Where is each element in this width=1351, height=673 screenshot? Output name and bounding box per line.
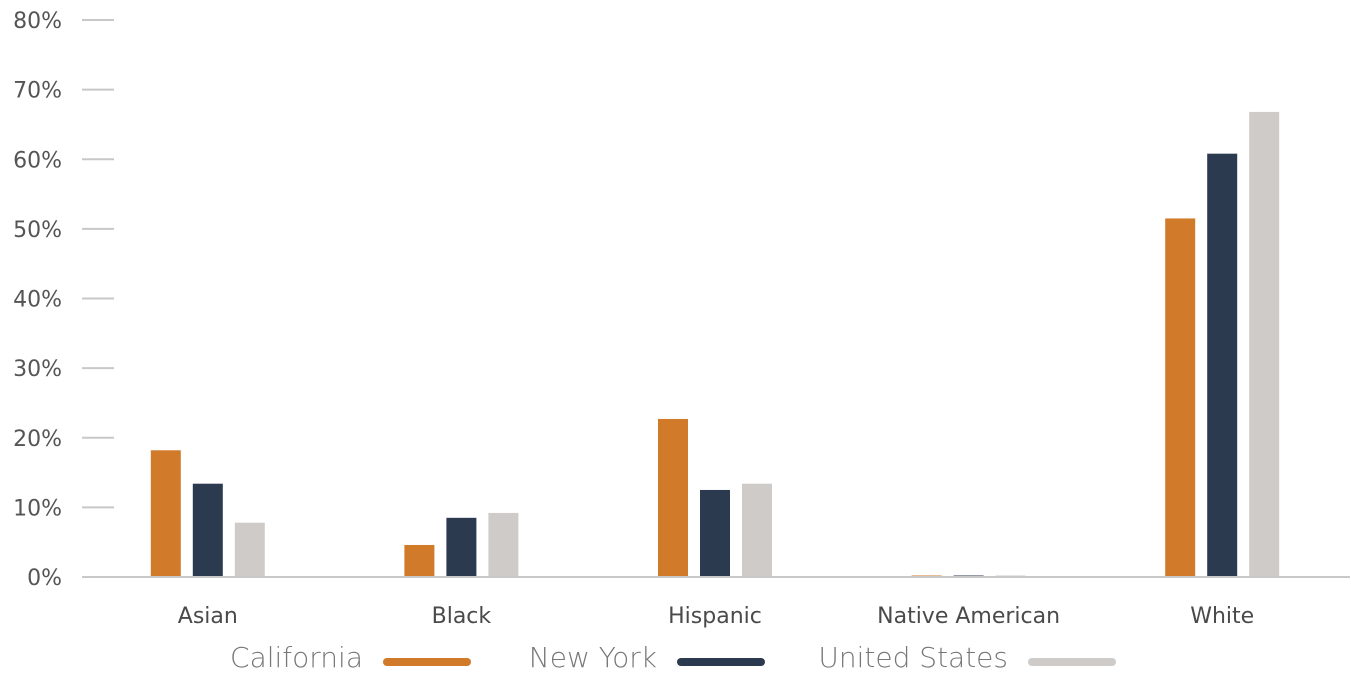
y-tick-label: 80% xyxy=(13,9,62,34)
bar-new-york-black xyxy=(446,517,477,577)
y-tick-label: 20% xyxy=(13,427,62,452)
bar-united-states-asian xyxy=(234,522,265,577)
bar-united-states-hispanic xyxy=(742,483,772,577)
bar-california-asian xyxy=(150,450,181,577)
legend-swatch xyxy=(677,658,765,666)
legend: California New York United States xyxy=(230,641,1116,673)
bar-united-states-black xyxy=(488,512,519,577)
y-tick-label: 70% xyxy=(13,79,62,104)
legend-swatch xyxy=(383,658,471,666)
bar-new-york-asian xyxy=(192,483,223,577)
y-tick-label: 30% xyxy=(13,357,62,382)
bar-california-hispanic xyxy=(658,418,688,577)
x-tick-label: Black xyxy=(432,604,492,629)
y-axis: 0% 10% 20% 30% 40% 50% 60% 70% 80% xyxy=(13,9,114,591)
x-tick-label: Hispanic xyxy=(668,604,762,629)
y-tick-label: 50% xyxy=(13,218,62,243)
legend-label: California xyxy=(230,641,363,673)
y-tick-label: 60% xyxy=(13,148,62,173)
bar-california-white xyxy=(1165,218,1196,577)
legend-label: United States xyxy=(818,641,1008,673)
bar-new-york-white xyxy=(1207,153,1238,577)
bar-united-states-white xyxy=(1249,111,1280,577)
x-tick-label: Native American xyxy=(877,604,1060,629)
legend-label: New York xyxy=(529,641,657,673)
bar-new-york-hispanic xyxy=(700,489,730,577)
y-tick-label: 10% xyxy=(13,496,62,521)
bars xyxy=(150,111,1280,577)
y-tick-label: 0% xyxy=(27,566,62,591)
bar-california-black xyxy=(404,544,435,577)
x-axis-labels: Asian Black Hispanic Native American White xyxy=(178,604,1254,629)
x-tick-label: Asian xyxy=(178,604,238,629)
x-tick-label: White xyxy=(1190,604,1254,629)
legend-swatch xyxy=(1028,658,1116,666)
y-tick-label: 40% xyxy=(13,288,62,313)
